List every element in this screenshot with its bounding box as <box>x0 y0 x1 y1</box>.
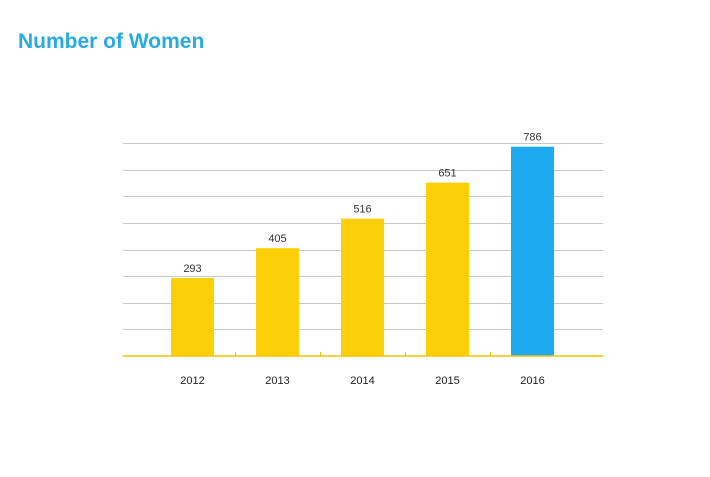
bar-2014 <box>341 218 384 356</box>
bar-2013 <box>256 248 299 356</box>
x-tick-label-2012: 2012 <box>180 375 204 387</box>
bar-2012 <box>171 277 214 356</box>
data-label-2015: 651 <box>438 168 456 180</box>
x-tick-label-2015: 2015 <box>435 375 459 387</box>
x-axis: 2012 2013 2014 2015 2016 <box>123 352 603 387</box>
page-title: Number of Women <box>18 30 205 53</box>
data-labels: 293 405 516 651 786 <box>183 132 541 275</box>
x-tick-label-2016: 2016 <box>520 375 544 387</box>
data-label-2013: 405 <box>268 233 286 245</box>
bar-2016 <box>511 146 554 356</box>
x-tick-label-2014: 2014 <box>350 375 374 387</box>
data-label-2016: 786 <box>523 132 541 144</box>
x-tick-label-2013: 2013 <box>265 375 289 387</box>
bar-2015 <box>426 182 469 356</box>
data-label-2012: 293 <box>183 263 201 275</box>
bars <box>171 146 554 356</box>
data-label-2014: 516 <box>353 204 371 216</box>
